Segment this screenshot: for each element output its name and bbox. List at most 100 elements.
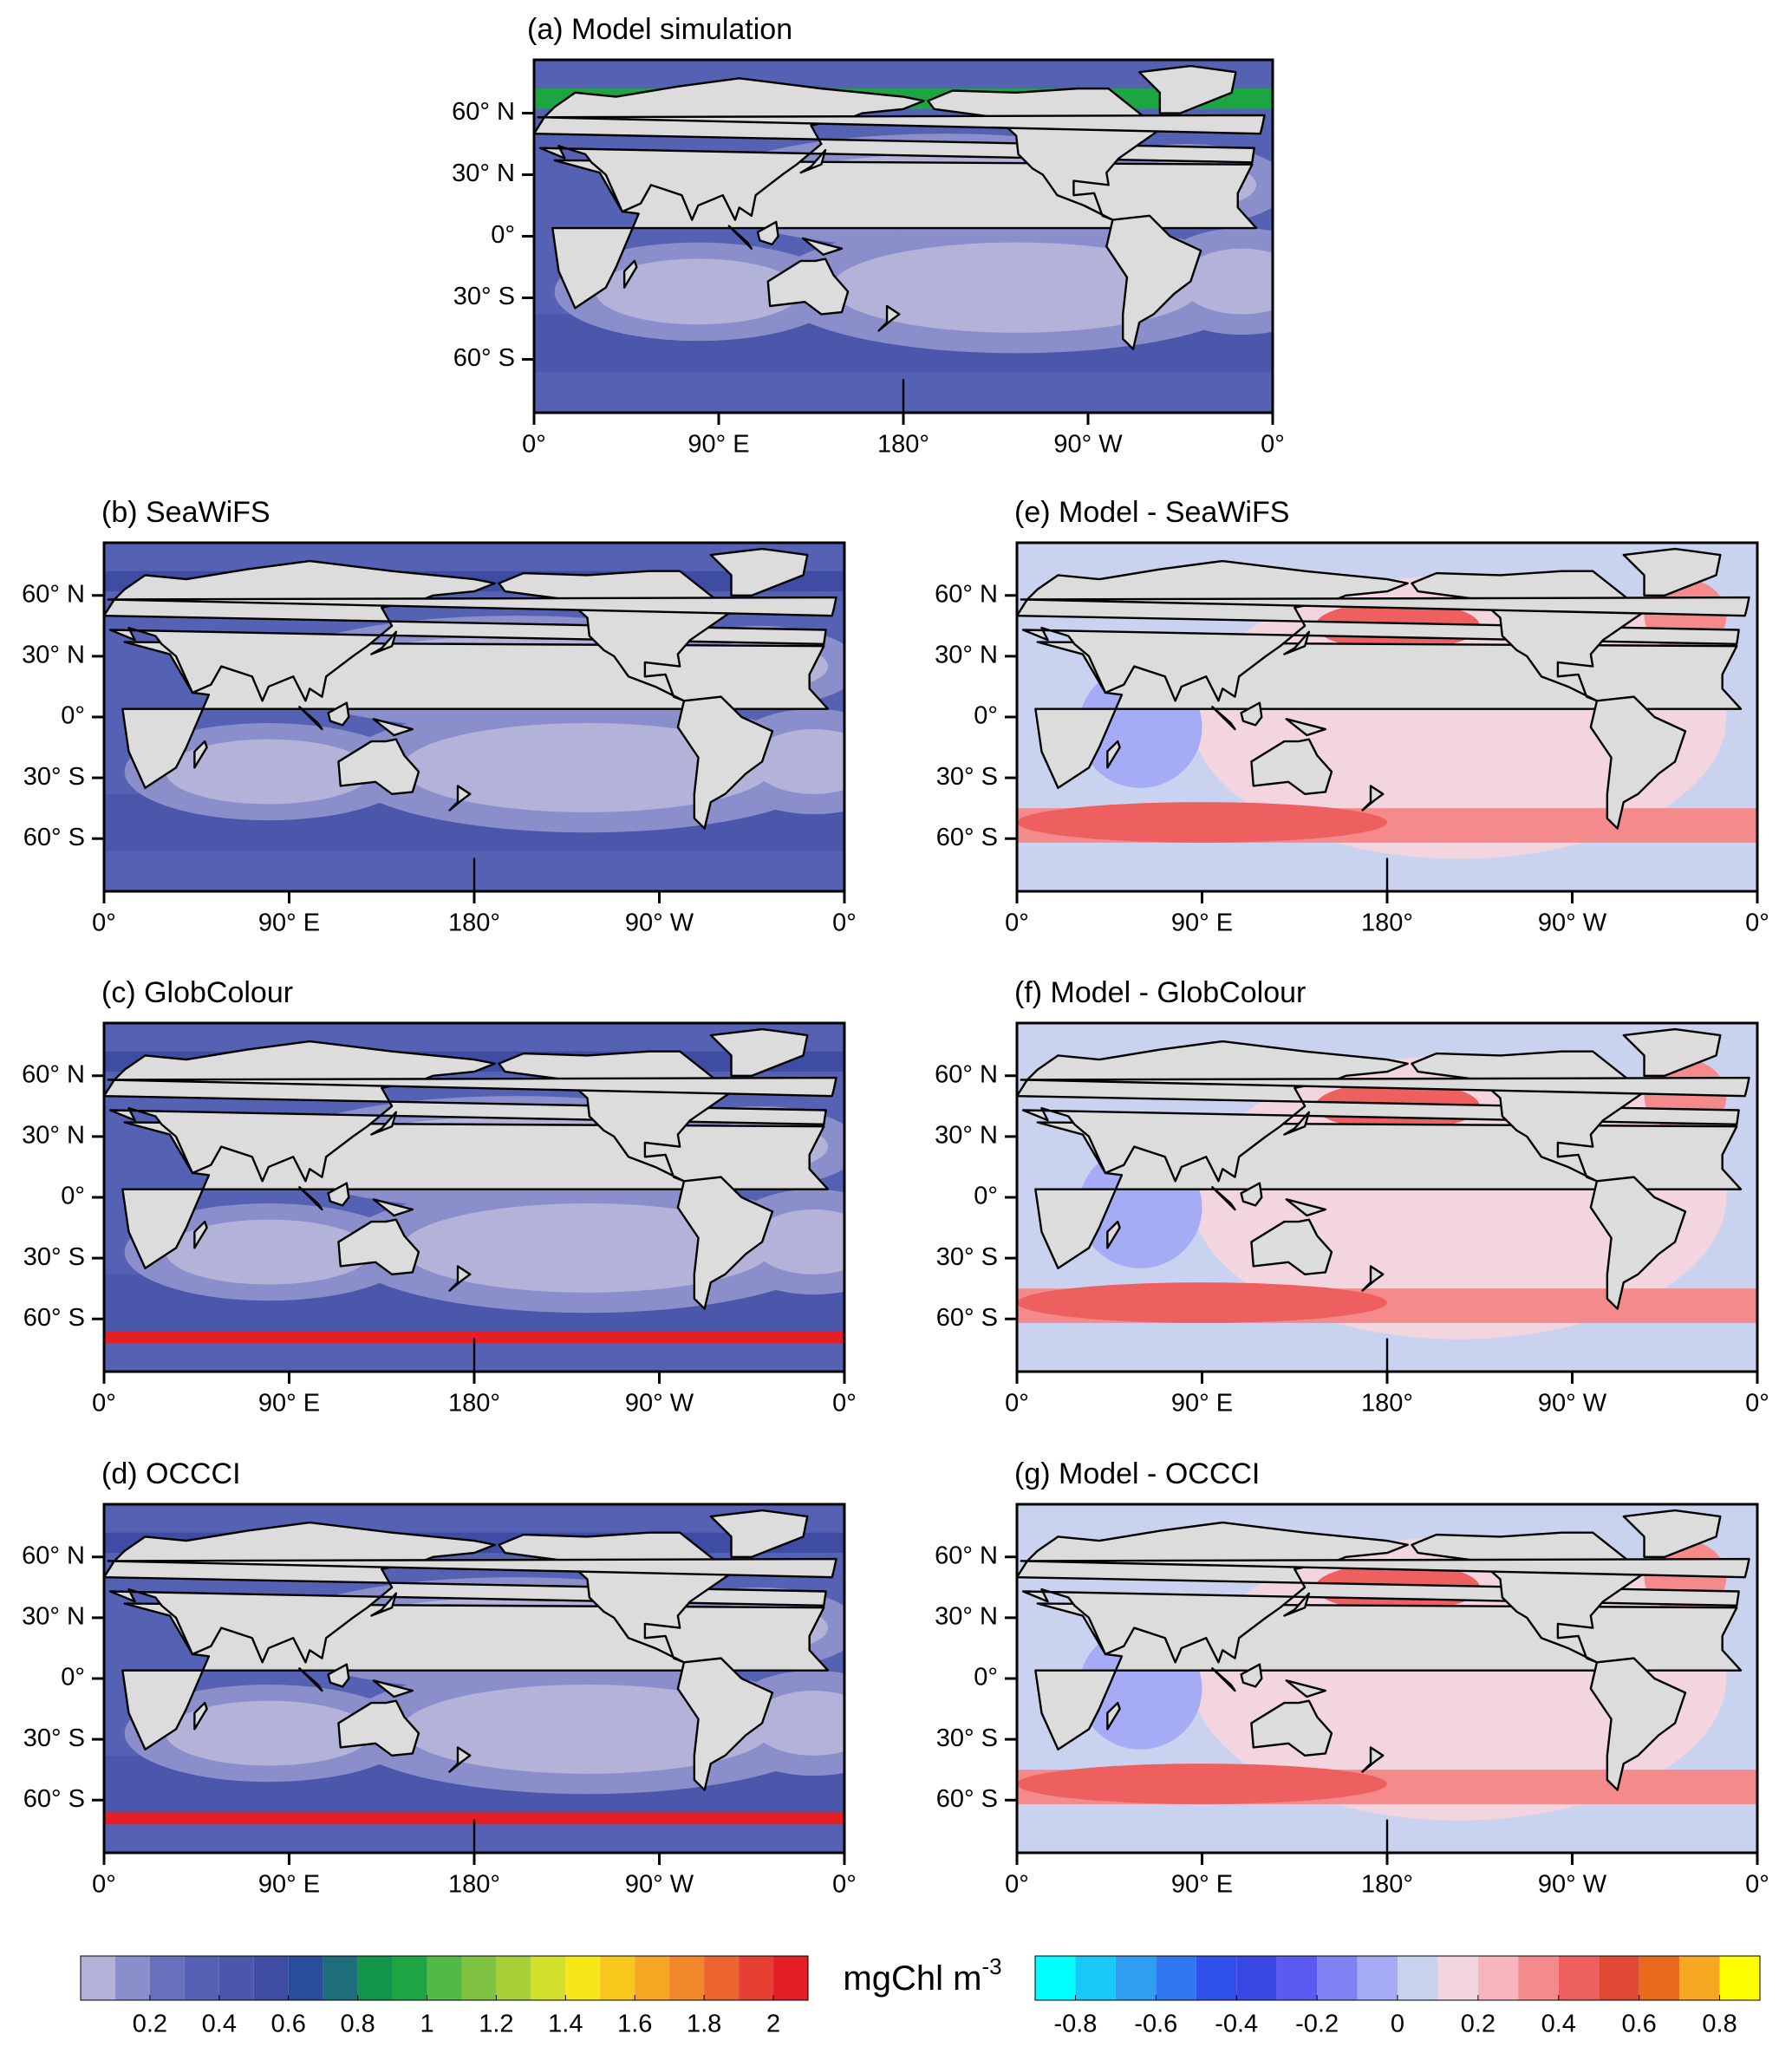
y-tick-label: 60° S (936, 1785, 998, 1813)
land (1361, 1265, 1385, 1292)
land (370, 1592, 398, 1617)
x-tick-label: 180° (877, 431, 929, 459)
colorbar-tick-label: 0 (1391, 2011, 1404, 2038)
y-tick-label: 30° N (22, 642, 85, 669)
y-tick-label: 30° N (935, 1122, 998, 1150)
y-tick-label: 0° (974, 1183, 998, 1210)
land (298, 1667, 323, 1692)
map-panel: (f) Model - GlobColour 0° 90° E 180° 90° W 0°… (935, 976, 1769, 1418)
land (1622, 1027, 1722, 1077)
land (1285, 718, 1327, 737)
land (534, 77, 1255, 221)
land (1468, 226, 1490, 249)
southern-anomaly (1017, 1763, 1387, 1804)
land (104, 559, 827, 702)
panel-title: (g) Model - OCCCI (1014, 1457, 1260, 1490)
land (1017, 1521, 1740, 1664)
y-tick-label: 30° S (936, 1724, 998, 1752)
colorbar-tick-label: 0.4 (202, 2011, 237, 2038)
x-tick-label: 0° (1005, 909, 1029, 937)
map-panel: (a) Model simulation 0° 90° E 180° 90° W 0° 60… (0, 13, 1792, 459)
land (104, 1521, 827, 1664)
land (709, 1509, 809, 1558)
x-tick-label: 180° (1361, 1871, 1413, 1899)
land (676, 1176, 774, 1310)
y-tick-label: 0° (61, 1183, 85, 1210)
land (140, 306, 161, 330)
land (766, 258, 850, 316)
panel-title: (c) GlobColour (101, 976, 293, 1009)
land (709, 1027, 809, 1077)
land (1496, 222, 1517, 244)
land (1666, 88, 1792, 219)
land (1020, 596, 1750, 617)
land (1283, 630, 1311, 655)
y-tick-label: 60° S (23, 824, 85, 851)
x-tick-label: 0° (1745, 1390, 1769, 1418)
colorbar-tick-label: 0.4 (1541, 2011, 1576, 2038)
x-tick-label: 90° W (1538, 1871, 1607, 1899)
land (448, 1746, 472, 1773)
land (1622, 1509, 1722, 1558)
land (1250, 738, 1333, 796)
land (850, 1659, 945, 1790)
gyre (752, 1209, 844, 1274)
land (372, 1679, 414, 1698)
land (1020, 1076, 1750, 1098)
land (368, 216, 462, 349)
land (1541, 238, 1580, 255)
gyre (401, 723, 772, 812)
land (298, 706, 323, 731)
colorbar-box (1156, 1956, 1196, 2000)
land (1277, 115, 1792, 134)
x-tick-label: 180° (1361, 909, 1413, 937)
land (622, 259, 638, 289)
y-tick-label: 60° N (22, 580, 85, 608)
land (327, 701, 350, 727)
colorbar-box (1477, 1956, 1519, 2000)
land (727, 225, 753, 250)
land (107, 1557, 837, 1579)
colorbar-box (218, 1956, 254, 2000)
x-tick-label: 90° W (625, 909, 694, 937)
colorbar-box (1679, 1956, 1720, 2000)
land (1756, 1574, 1757, 1579)
y-tick-label: 60° S (23, 1785, 85, 1813)
gyre (166, 1219, 372, 1285)
y-tick-label: 30° N (22, 1122, 85, 1150)
y-tick-label: 0° (974, 1664, 998, 1692)
x-tick-label: 180° (448, 909, 500, 937)
land (1017, 1040, 1740, 1183)
colorbar-tick-label: 1.8 (687, 2011, 721, 2038)
colorbar-box (635, 1956, 670, 2000)
x-tick-label: 0° (522, 431, 546, 459)
colorbar-box (739, 1956, 774, 2000)
land (1017, 559, 1740, 702)
y-tick-label: 0° (61, 702, 85, 730)
colorbar-box (81, 1956, 115, 2000)
x-tick-label: 90° W (625, 1390, 694, 1418)
colorbar-box (114, 1956, 150, 2000)
y-tick-label: 60° S (936, 824, 998, 851)
gyre (401, 1685, 772, 1774)
land (337, 1218, 420, 1276)
land (1106, 1701, 1121, 1731)
y-tick-label: 30° S (23, 1243, 85, 1271)
colorbar-box (704, 1956, 740, 2000)
y-tick-label: 30° S (936, 763, 998, 791)
y-tick-label: 30° N (22, 1603, 85, 1631)
land (107, 1076, 837, 1098)
y-tick-label: 60° N (22, 1542, 85, 1569)
gyre (166, 1700, 372, 1766)
gyre (1180, 248, 1273, 315)
unit-base: mgChl m (843, 1959, 981, 1998)
land (337, 738, 420, 796)
land (0, 115, 526, 134)
land (1283, 1111, 1311, 1136)
panel-title: (a) Model simulation (527, 13, 792, 46)
colorbar-box (323, 1956, 358, 2000)
antarctic-coast (104, 1812, 844, 1825)
land (1589, 1657, 1687, 1791)
land (1211, 1667, 1236, 1692)
